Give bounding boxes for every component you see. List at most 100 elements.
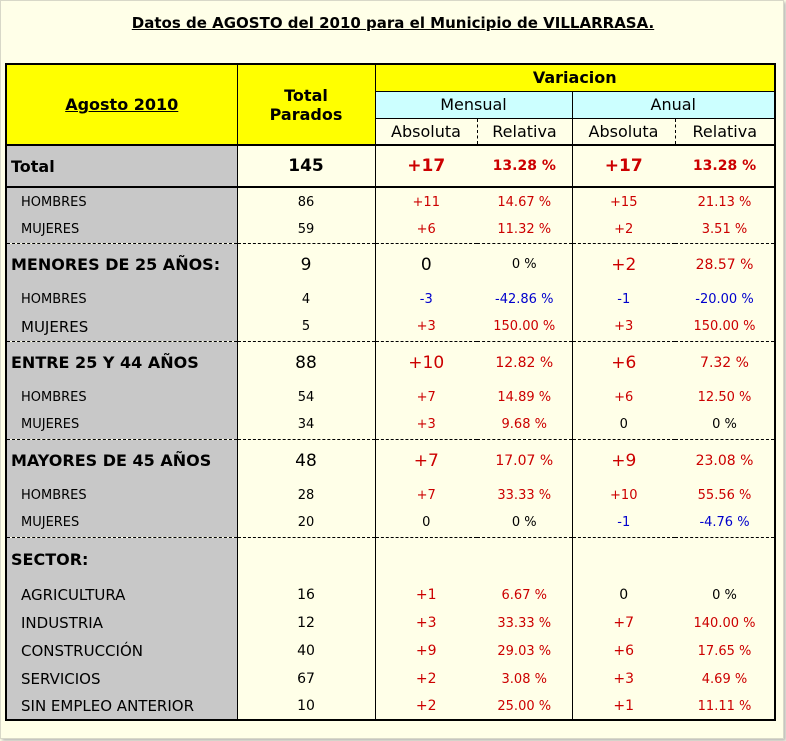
anual-relativa-value: 3.51 % bbox=[675, 216, 777, 243]
mensual-relativa-value: 17.07 % bbox=[477, 438, 573, 482]
anual-absoluta-value: +3 bbox=[614, 319, 634, 335]
mensual-absoluta-header: Absoluta bbox=[375, 117, 478, 145]
total-value: 20 bbox=[237, 509, 376, 537]
anual-absoluta-value: -1 bbox=[617, 292, 631, 307]
mensual-absoluta-value: +3 bbox=[416, 319, 436, 335]
mensual-relativa-value: 150.00 % bbox=[477, 313, 573, 341]
table-row: INDUSTRIA 12 +3 33.33 % +7 140.00 % bbox=[5, 609, 777, 637]
anual-absoluta-value: +6 bbox=[614, 390, 634, 405]
anual-absoluta-value: +9 bbox=[572, 438, 675, 482]
row-label: MUJERES bbox=[5, 411, 238, 439]
mensual-absoluta-value: +2 bbox=[375, 693, 477, 721]
variacion-header: Variacion bbox=[374, 63, 777, 92]
anual-absoluta-value: +7 bbox=[613, 615, 635, 631]
mensual-absoluta-value: +6 bbox=[416, 221, 436, 237]
row-label: SERVICIOS bbox=[5, 665, 238, 693]
page-title: Datos de AGOSTO del 2010 para el Municip… bbox=[131, 14, 655, 32]
total-value: 86 bbox=[237, 187, 376, 216]
total-value: 88 bbox=[237, 340, 376, 384]
mensual-absoluta-value: -3 bbox=[419, 292, 433, 307]
row-label: MUJERES bbox=[5, 313, 238, 341]
total-parados-header: Total Parados bbox=[236, 63, 376, 146]
mensual-relativa-value: 12.82 % bbox=[477, 340, 573, 384]
mensual-relativa-value: 33.33 % bbox=[477, 482, 573, 509]
mensual-absoluta-value: +2 bbox=[415, 671, 437, 687]
total-value: 9 bbox=[237, 242, 376, 286]
mensual-absoluta-value: +3 bbox=[416, 417, 436, 433]
anual-absoluta-value: +10 bbox=[610, 488, 638, 503]
table-row: MUJERES 59 +6 11.32 % +2 3.51 % bbox=[5, 216, 777, 243]
row-label: SECTOR: bbox=[5, 536, 238, 581]
table-row: HOMBRES 54 +7 14.89 % +6 12.50 % bbox=[5, 384, 777, 411]
anual-absoluta-value: -1 bbox=[617, 515, 631, 531]
mensual-relativa-value: 33.33 % bbox=[477, 609, 573, 637]
table-row-entre: ENTRE 25 Y 44 AÑOS 88 +10 12.82 % +6 7.3… bbox=[5, 340, 777, 384]
anual-absoluta-value: +6 bbox=[613, 643, 635, 659]
anual-absoluta-value: +1 bbox=[572, 693, 675, 721]
mensual-relativa-value: 9.68 % bbox=[477, 411, 573, 439]
anual-absoluta-value: 0 bbox=[619, 587, 629, 603]
table-row: HOMBRES 28 +7 33.33 % +10 55.56 % bbox=[5, 482, 777, 509]
anual-relativa-header: Relativa bbox=[675, 117, 777, 145]
total-value: 67 bbox=[237, 665, 376, 693]
row-label: Total bbox=[5, 144, 238, 188]
row-label: MUJERES bbox=[5, 216, 238, 243]
period-header: Agosto 2010 bbox=[5, 63, 238, 146]
anual-relativa-value: 28.57 % bbox=[675, 242, 777, 286]
mensual-absoluta-value: +17 bbox=[375, 144, 477, 188]
anual-relativa-value: 7.32 % bbox=[675, 340, 777, 384]
mensual-absoluta-value: +10 bbox=[375, 340, 477, 384]
anual-relativa-value: -4.76 % bbox=[675, 509, 777, 537]
anual-relativa-value: 140.00 % bbox=[675, 609, 777, 637]
row-label: AGRICULTURA bbox=[5, 581, 238, 609]
mensual-relativa-header: Relativa bbox=[477, 117, 573, 145]
anual-relativa-value: 23.08 % bbox=[675, 438, 777, 482]
anual-absoluta-value: 0 bbox=[619, 417, 628, 433]
table-row: AGRICULTURA 16 +1 6.67 % 0 0 % bbox=[5, 581, 777, 609]
table-row: CONSTRUCCIÓN 40 +9 29.03 % +6 17.65 % bbox=[5, 637, 777, 665]
total-value: 10 bbox=[237, 693, 376, 721]
anual-relativa-value: 55.56 % bbox=[675, 482, 777, 509]
total-value: 54 bbox=[237, 384, 376, 411]
table-row: SERVICIOS 67 +2 3.08 % +3 4.69 % bbox=[5, 665, 777, 693]
anual-relativa-value: -20.00 % bbox=[675, 286, 777, 313]
row-label: MUJERES bbox=[5, 509, 238, 537]
table-row: HOMBRES 4 -3 -42.86 % -1 -20.00 % bbox=[5, 286, 777, 313]
mensual-relativa-value: 11.32 % bbox=[477, 216, 573, 243]
total-value: 16 bbox=[237, 581, 376, 609]
anual-relativa-value: 0 % bbox=[675, 581, 777, 609]
row-label: CONSTRUCCIÓN bbox=[5, 637, 238, 665]
total-value: 34 bbox=[237, 411, 376, 439]
total-value: 4 bbox=[237, 286, 376, 313]
mensual-relativa-value: 3.08 % bbox=[477, 665, 573, 693]
mensual-relativa-value: 14.89 % bbox=[477, 384, 573, 411]
anual-absoluta-value: +3 bbox=[613, 671, 635, 687]
mensual-relativa-value: 13.28 % bbox=[477, 144, 573, 188]
table-row: MUJERES 5 +3 150.00 % +3 150.00 % bbox=[5, 313, 777, 341]
anual-relativa-value: 17.65 % bbox=[675, 637, 777, 665]
anual-relativa-value: 21.13 % bbox=[675, 187, 777, 216]
anual-absoluta-value: +2 bbox=[614, 221, 634, 237]
mensual-relativa-value: 0 % bbox=[477, 509, 573, 537]
mensual-relativa-value: 14.67 % bbox=[477, 187, 573, 216]
mensual-relativa-value: 25.00 % bbox=[477, 693, 573, 721]
total-value: 40 bbox=[237, 637, 376, 665]
table-row: HOMBRES 86 +11 14.67 % +15 21.13 % bbox=[5, 187, 777, 216]
row-label: ENTRE 25 Y 44 AÑOS bbox=[5, 340, 238, 384]
mensual-absoluta-value: 0 bbox=[375, 242, 477, 286]
row-label: HOMBRES bbox=[5, 482, 238, 509]
table-row-mayores: MAYORES DE 45 AÑOS 48 +7 17.07 % +9 23.0… bbox=[5, 438, 777, 482]
mensual-relativa-value: -42.86 % bbox=[477, 286, 573, 313]
mensual-relativa-value: 29.03 % bbox=[477, 637, 573, 665]
anual-absoluta-value: +2 bbox=[572, 242, 675, 286]
total-value: 12 bbox=[237, 609, 376, 637]
total-value: 59 bbox=[237, 216, 376, 243]
total-value: 145 bbox=[237, 144, 376, 188]
mensual-absoluta-value: +1 bbox=[415, 587, 437, 603]
anual-relativa-value: 0 % bbox=[675, 411, 777, 439]
mensual-header: Mensual bbox=[375, 91, 573, 118]
table-row-menores: MENORES DE 25 AÑOS: 9 0 0 % +2 28.57 % bbox=[5, 242, 777, 286]
row-label: HOMBRES bbox=[5, 187, 238, 216]
mensual-absoluta-value: +7 bbox=[416, 390, 436, 405]
row-label: HOMBRES bbox=[5, 286, 238, 313]
